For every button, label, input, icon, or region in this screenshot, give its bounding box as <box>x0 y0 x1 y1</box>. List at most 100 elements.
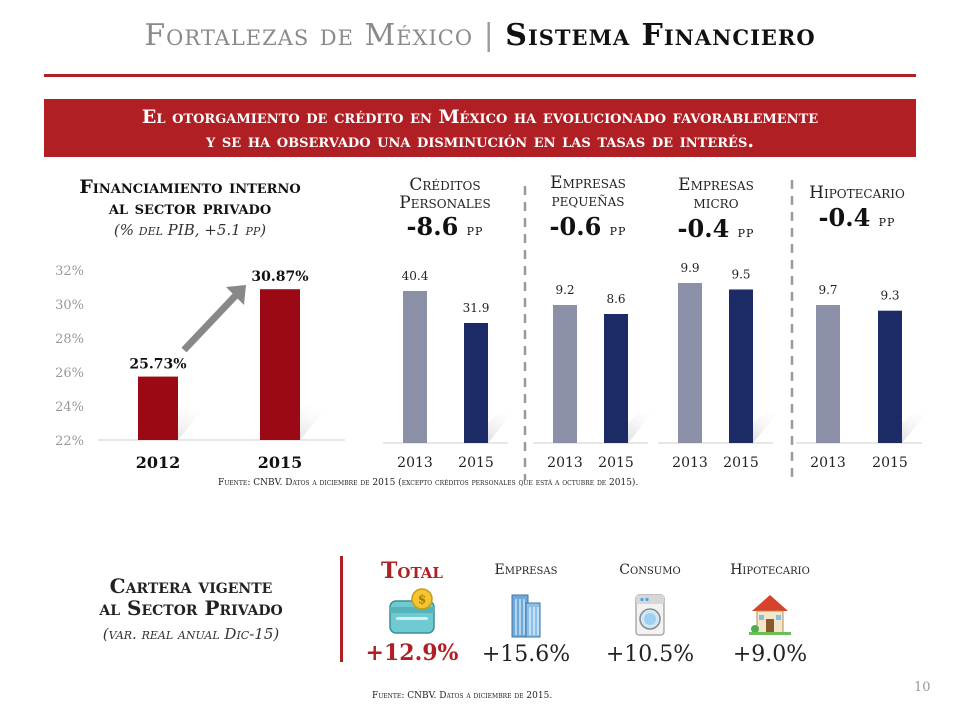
empresas-micro-change-value: -0.4 <box>677 214 730 243</box>
empresas-micro-data-label-2013: 9.9 <box>680 261 699 275</box>
hipotecario-title: Hipotecario <box>809 183 905 203</box>
financiamiento-title-line-1: Financiamiento interno <box>79 176 301 198</box>
source-note-charts: Fuente: CNBV. Datos a diciembre de 2015 … <box>218 478 639 488</box>
cartera-consumo-label: Consumo <box>619 562 681 578</box>
x-label-2015: 2015 <box>258 453 303 472</box>
cartera-total-value: +12.9% <box>365 640 459 666</box>
cartera-consumo: Consumo +10.5% <box>600 562 700 667</box>
title-part-2: Sistema Financiero <box>505 18 816 53</box>
charts-canvas: 32% 30% 28% 26% 24% 22% 25.73% 2012 30.87% 2015 40… <box>55 180 930 480</box>
cartera-hipotecario: Hipotecario +9.0% <box>720 562 820 667</box>
bar-2012 <box>138 376 178 440</box>
empresas-micro-title: Empresas micro <box>656 176 776 212</box>
creditos-personales-x-label-2015: 2015 <box>458 455 494 471</box>
cartera-empresas: Empresas +15.6% <box>476 562 576 667</box>
hipotecario-data-label-2013: 9.7 <box>818 283 837 297</box>
empresas-pequenas-change: -0.6 pp <box>528 212 648 241</box>
empresas-pequenas-title-line-2: pequeñas <box>551 191 625 211</box>
cartera-subtitle: (var. real anual Dic-15) <box>102 625 280 643</box>
headline-banner: El otorgamiento de crédito en México ha … <box>44 99 916 157</box>
title-divider <box>44 74 916 77</box>
segment-dividers <box>523 180 794 480</box>
creditos-personales-change-unit: pp <box>466 221 484 239</box>
empresas-pequenas-x-label-2015: 2015 <box>598 455 634 471</box>
empresas-pequenas-bar-2013 <box>553 305 577 443</box>
x-label-2012: 2012 <box>136 453 181 472</box>
empresas-micro-title-line-2: micro <box>693 193 739 213</box>
cartera-consumo-value: +10.5% <box>605 642 695 667</box>
empresas-pequenas-change-value: -0.6 <box>549 212 602 241</box>
cartera-divider <box>340 556 343 662</box>
empresas-pequenas-bar-2015 <box>604 314 628 443</box>
washing-machine-icon <box>600 588 700 640</box>
svg-text:$: $ <box>418 593 426 607</box>
hipotecario-bar-2015 <box>878 310 902 443</box>
empresas-micro-change: -0.4 pp <box>656 214 776 243</box>
hipotecario-x-label-2013: 2013 <box>810 455 846 471</box>
cartera-empresas-label: Empresas <box>494 562 558 578</box>
growth-arrow-shaft <box>181 290 241 353</box>
banner-line-1: El otorgamiento de crédito en México ha … <box>141 106 819 128</box>
hipotecario-data-label-2015: 9.3 <box>880 289 899 303</box>
page-number: 10 <box>914 680 931 695</box>
house-icon <box>720 588 820 640</box>
empresas-micro-bar-2015 <box>729 289 753 443</box>
empresas-micro-title-line-1: Empresas <box>678 175 754 195</box>
empresas-micro-data-label-2015: 9.5 <box>731 267 750 281</box>
hipotecario-x-label-2015: 2015 <box>872 455 908 471</box>
bar-2015 <box>260 289 300 440</box>
creditos-personales-title-line-1: Créditos <box>409 175 481 195</box>
empresas-micro-x-label-2015: 2015 <box>723 455 759 471</box>
financiamiento-subtitle: (% del PIB, +5.1 pp) <box>113 221 267 239</box>
creditos-personales-change: -8.6 pp <box>372 212 518 241</box>
y-tick-label: 24% <box>55 400 84 415</box>
wallet-icon: $ <box>362 586 462 638</box>
empresas-micro-bar-2013 <box>678 283 702 443</box>
hipotecario-bar-2013 <box>816 305 840 443</box>
creditos-personales-data-label-2013: 40.4 <box>402 269 429 283</box>
hipotecario-change: -0.4 pp <box>790 203 924 232</box>
data-label-2012: 25.73% <box>129 357 186 373</box>
chart-layer: 32% 30% 28% 26% 24% 22% 25.73% 2012 30.87% 2015 40… <box>55 261 930 472</box>
financiamiento-title: Financiamiento interno al sector privado <box>40 177 340 219</box>
y-tick-label: 32% <box>55 264 84 279</box>
cartera-title-line-1: Cartera vigente <box>109 574 273 598</box>
title-separator: | <box>483 18 495 53</box>
y-tick-label: 30% <box>55 298 84 313</box>
cartera-total-label: Total <box>381 558 443 584</box>
cartera-total: Total $ +12.9% <box>362 558 462 666</box>
title-part-1: Fortalezas de México <box>144 18 474 53</box>
creditos-personales-bar-2013 <box>403 291 427 443</box>
cartera-title: Cartera vigente al Sector Privado <box>56 575 326 619</box>
data-label-2015: 30.87% <box>251 269 308 285</box>
cartera-empresas-value: +15.6% <box>481 642 571 667</box>
y-tick-label: 26% <box>55 366 84 381</box>
y-tick-label: 22% <box>55 434 84 449</box>
cartera-hipotecario-label: Hipotecario <box>730 562 810 578</box>
empresas-micro-x-label-2013: 2013 <box>672 455 708 471</box>
empresas-micro-change-unit: pp <box>737 223 755 241</box>
source-note-cartera: Fuente: CNBV. Datos a diciembre de 2015. <box>372 691 553 701</box>
creditos-personales-x-label-2013: 2013 <box>397 455 433 471</box>
creditos-personales-change-value: -8.6 <box>406 212 459 241</box>
slide-title: Fortalezas de México | Sistema Financier… <box>0 18 960 53</box>
creditos-personales-title: Créditos Personales <box>372 176 518 212</box>
hipotecario-change-value: -0.4 <box>818 203 871 232</box>
creditos-personales-bar-2015 <box>464 322 488 443</box>
cartera-hipotecario-value: +9.0% <box>732 642 808 667</box>
y-tick-label: 28% <box>55 332 84 347</box>
growth-arrow-head <box>226 285 246 305</box>
empresas-pequenas-data-label-2015: 8.6 <box>606 292 625 306</box>
banner-line-2: y se ha observado una disminución en las… <box>206 130 754 152</box>
financiamiento-title-line-2: al sector privado <box>108 197 272 219</box>
empresas-pequenas-x-label-2013: 2013 <box>547 455 583 471</box>
empresas-pequenas-change-unit: pp <box>609 221 627 239</box>
creditos-personales-title-line-2: Personales <box>399 193 491 213</box>
empresas-pequenas-title-line-1: Empresas <box>550 173 626 193</box>
hipotecario-change-unit: pp <box>878 212 896 230</box>
empresas-pequenas-title: Empresas pequeñas <box>528 174 648 210</box>
office-building-icon <box>476 588 576 640</box>
empresas-pequenas-data-label-2013: 9.2 <box>555 283 574 297</box>
cartera-title-line-2: al Sector Privado <box>99 596 283 620</box>
creditos-personales-data-label-2015: 31.9 <box>463 301 490 315</box>
